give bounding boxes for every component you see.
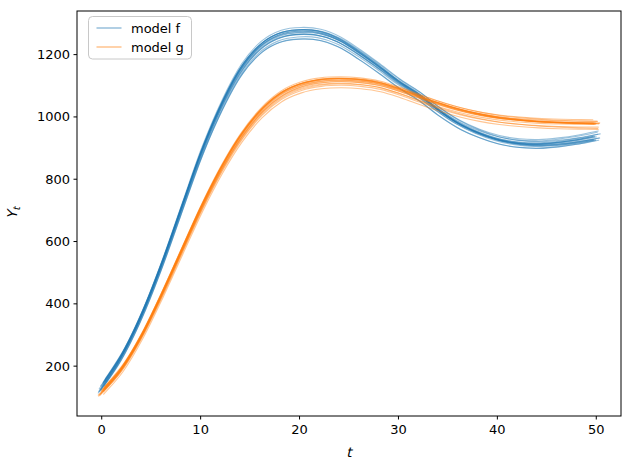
plot-series-layer xyxy=(98,27,600,396)
series-line-model-g xyxy=(104,85,599,391)
series-line-model-g xyxy=(101,78,596,390)
series-line-model-f xyxy=(104,39,599,386)
y-axis-label-subscript: t xyxy=(11,206,22,211)
line-chart-svg: 0 10 20 30 40 50 200 400 600 800 1000 1200 t Yt mod… xyxy=(0,0,630,470)
series-line-model-f xyxy=(99,34,594,389)
x-axis-label: t xyxy=(346,444,353,460)
x-tick-label: 40 xyxy=(489,422,506,437)
y-tick-label: 1200 xyxy=(37,47,70,62)
series-line-model-f xyxy=(101,39,596,390)
x-tick-label: 50 xyxy=(588,422,605,437)
series-line-model-g xyxy=(101,79,596,394)
x-tick-label: 20 xyxy=(291,422,308,437)
y-tick-label: 200 xyxy=(45,359,70,374)
series-line-model-g xyxy=(105,82,600,389)
series-line-model-f xyxy=(106,34,601,381)
series-line-model-g xyxy=(104,88,599,394)
legend: model f model g xyxy=(89,17,192,60)
series-line-model-g xyxy=(103,77,598,389)
x-tick-label: 0 xyxy=(98,422,106,437)
y-tick-label: 1000 xyxy=(37,109,70,124)
y-tick-label: 400 xyxy=(45,296,70,311)
series-line-model-g xyxy=(100,84,595,395)
series-line-model-f xyxy=(100,37,595,392)
y-tick-label: 600 xyxy=(45,234,70,249)
series-line-model-g xyxy=(103,83,598,390)
y-axis-label: Yt xyxy=(4,206,22,219)
plot-spines xyxy=(77,11,621,416)
axes-layer: 0 10 20 30 40 50 200 400 600 800 1000 1200 xyxy=(37,11,621,437)
legend-label-model-f: model f xyxy=(131,21,181,36)
figure: 0 10 20 30 40 50 200 400 600 800 1000 1200 t Yt mod… xyxy=(0,0,630,470)
y-tick-label: 800 xyxy=(45,172,70,187)
legend-label-model-g: model g xyxy=(131,40,184,55)
x-tick-label: 10 xyxy=(192,422,209,437)
x-tick-label: 30 xyxy=(390,422,407,437)
